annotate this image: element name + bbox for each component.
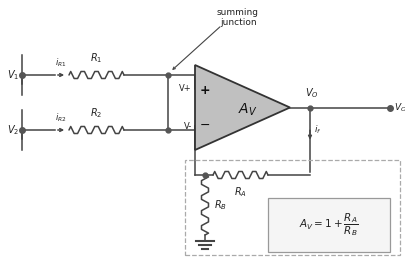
Text: $V_O$: $V_O$ [304, 86, 318, 100]
Text: $i_{R1}$: $i_{R1}$ [55, 57, 66, 69]
Text: $V_1$: $V_1$ [7, 68, 19, 82]
Text: $R_A$: $R_A$ [233, 185, 246, 199]
Polygon shape [194, 65, 289, 150]
Text: +: + [199, 84, 210, 97]
Text: summing
junction: summing junction [216, 8, 258, 28]
Text: $V_2$: $V_2$ [7, 123, 19, 137]
Text: V+: V+ [179, 84, 192, 93]
Text: $V_{OUT}$: $V_{OUT}$ [393, 101, 405, 114]
Text: $A_V$: $A_V$ [237, 101, 257, 118]
Text: V-: V- [183, 122, 192, 131]
Text: $i_{R2}$: $i_{R2}$ [55, 112, 66, 124]
Text: $R_B$: $R_B$ [213, 198, 226, 212]
Text: $A_V = 1 + \dfrac{R_A}{R_B}$: $A_V = 1 + \dfrac{R_A}{R_B}$ [298, 212, 358, 238]
Text: $i_f$: $i_f$ [313, 123, 321, 136]
Text: $R_2$: $R_2$ [90, 106, 102, 120]
Bar [185, 160, 399, 255]
Bar [267, 198, 389, 252]
Text: $-$: $-$ [199, 118, 210, 131]
Text: $R_1$: $R_1$ [90, 51, 102, 65]
